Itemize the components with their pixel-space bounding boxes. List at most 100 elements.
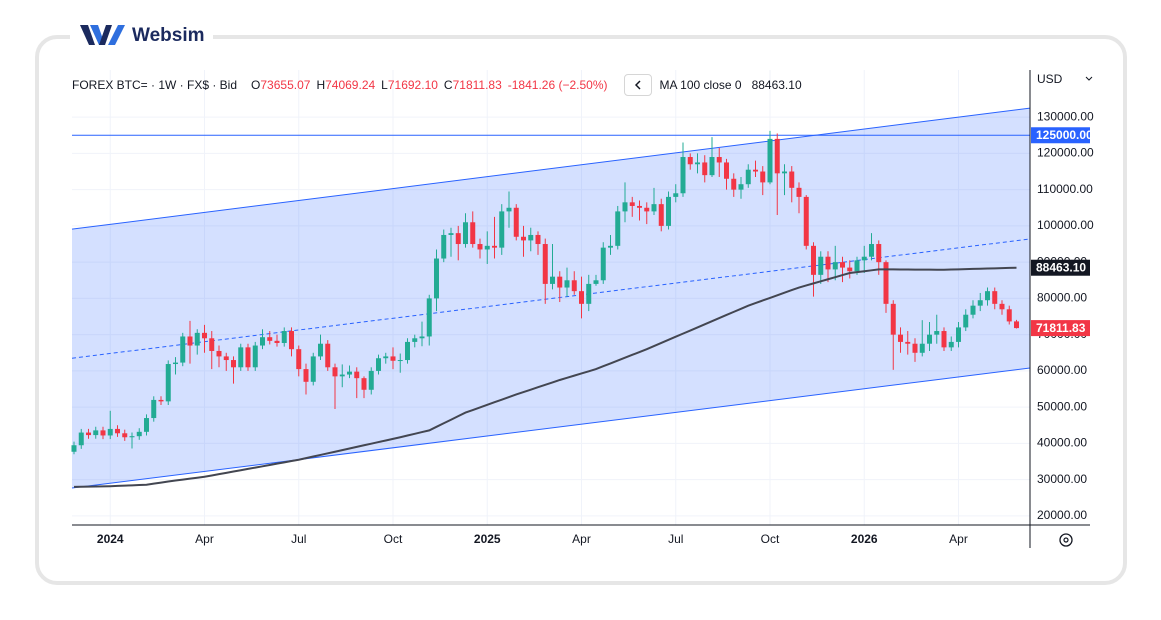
moving-average — [73, 266, 1017, 488]
candle-body — [405, 341, 410, 361]
candle-body — [419, 336, 425, 339]
candle-body — [347, 371, 352, 375]
candle-body — [970, 305, 976, 315]
ohlc-key: L — [381, 78, 388, 92]
symbol: FOREX BTC= · 1W · FX$ · Bid — [72, 78, 238, 92]
logo: Websim — [70, 20, 213, 52]
candle-body — [941, 331, 947, 348]
change: -1841.26 (−2.50%) — [507, 78, 608, 92]
candle-body — [869, 244, 874, 257]
candle-body — [151, 399, 157, 419]
ohlc-text: 74069.24 — [325, 78, 376, 92]
logo-text: Websim — [132, 25, 205, 46]
price-tag-label: 71811.83 — [1036, 321, 1086, 335]
candle-body — [245, 347, 251, 368]
candle-body — [267, 337, 273, 341]
candle-body — [426, 298, 432, 337]
candle-body — [202, 332, 207, 339]
ohlc-legend: O73655.07 H74069.24 L71692.10 C71811.83 — [251, 78, 502, 92]
candle-body — [854, 260, 860, 272]
candle-body — [274, 340, 280, 343]
ohlc-text: 73655.07 — [260, 78, 311, 92]
channel-upper — [71, 107, 1031, 230]
candle-body — [796, 187, 802, 197]
candle-body — [847, 267, 853, 272]
ohlc-item: C71811.83 — [444, 78, 502, 92]
candle-body — [180, 336, 186, 363]
candle-body — [383, 356, 389, 359]
y-tick-label: 40000.00 — [1037, 436, 1087, 450]
channel-lower — [71, 367, 1031, 489]
candle-body — [281, 331, 287, 343]
candle-body — [789, 171, 795, 188]
frame — [35, 35, 1127, 585]
candle-body — [100, 430, 106, 436]
candle-body — [513, 207, 519, 237]
candle-body — [86, 432, 91, 436]
candle-body — [397, 360, 403, 362]
ohlc-item: L71692.10 — [381, 78, 438, 92]
candle-body — [129, 436, 135, 438]
ohlc-key: H — [316, 78, 326, 92]
candle-body — [1006, 309, 1012, 322]
candle-body — [876, 244, 882, 263]
x-tick-label: Jul — [668, 532, 683, 546]
candle-body — [1014, 321, 1019, 329]
candle-body — [158, 399, 164, 402]
candle-body — [550, 276, 555, 284]
candle-body — [122, 433, 128, 438]
candle-body — [673, 193, 679, 197]
y-tick-label: 130000.00 — [1037, 109, 1094, 123]
chart-header: FOREX BTC= · 1W · FX$ · Bid O73655.07 H74… — [72, 74, 802, 96]
candle-body — [107, 428, 113, 436]
candle-body — [840, 262, 845, 268]
candle-body — [912, 343, 918, 353]
candle-body — [231, 360, 236, 368]
collapse-button[interactable] — [623, 74, 652, 96]
candle-body — [651, 204, 657, 212]
candle-body — [289, 331, 294, 350]
candle-body — [658, 204, 664, 226]
currency[interactable]: USD — [1037, 72, 1062, 86]
candle-body — [361, 378, 367, 390]
candle-body — [441, 234, 447, 259]
candle-body — [818, 256, 824, 275]
y-tick-label: 20000.00 — [1037, 508, 1087, 522]
candle-body — [890, 303, 896, 335]
candle-body — [216, 350, 222, 357]
candle-body — [782, 171, 787, 174]
candle-body — [477, 244, 483, 250]
y-tick-label: 80000.00 — [1037, 291, 1087, 305]
settings-icon[interactable] — [1059, 533, 1073, 547]
candle-body — [760, 171, 766, 183]
candle-body — [948, 341, 954, 348]
chevron — [634, 80, 641, 90]
price-tag — [1031, 127, 1090, 144]
candle-body — [702, 162, 708, 176]
channel-fill — [72, 108, 1030, 489]
price-tag — [1031, 259, 1090, 276]
candle-body — [600, 247, 606, 281]
currency-label: USD — [1037, 72, 1063, 86]
price-tag-label: 125000.00 — [1036, 128, 1093, 142]
candle-body — [731, 178, 737, 190]
candle-body — [260, 337, 265, 346]
candle-body — [238, 347, 244, 368]
candle-body — [716, 157, 722, 163]
candle-body — [586, 283, 592, 304]
candle-body — [695, 162, 700, 165]
candle-body — [173, 362, 178, 365]
candle-body — [934, 331, 940, 335]
candle-body — [506, 207, 512, 212]
ohlc-item: H74069.24 — [316, 78, 375, 92]
candle-body — [753, 169, 758, 172]
candle-body — [608, 245, 613, 248]
candle-body — [637, 205, 642, 208]
candle-body — [376, 358, 381, 371]
candle-body — [905, 341, 911, 344]
candle-body — [615, 211, 621, 246]
x-tick-label: 2025 — [474, 532, 501, 546]
candle-body — [209, 338, 215, 351]
